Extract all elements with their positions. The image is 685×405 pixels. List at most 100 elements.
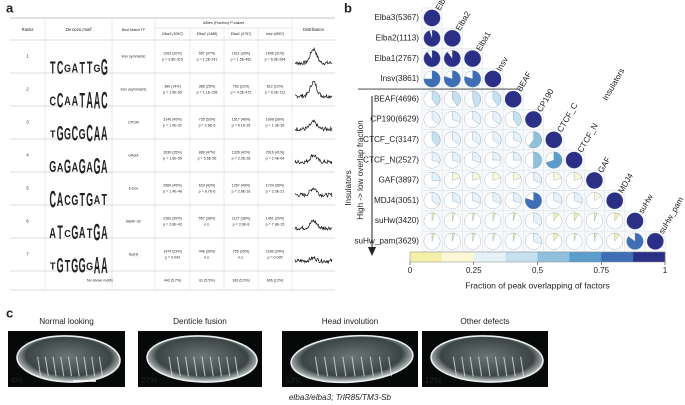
pie-wedge: [492, 111, 502, 125]
motif-letter: A: [64, 96, 71, 108]
site-count: 1698 (36%): [266, 117, 285, 121]
site-count: 1263 (20%): [163, 51, 182, 55]
image-percentage: 27%: [141, 376, 157, 385]
motif-letter: G: [49, 157, 56, 175]
p-value: p = 7.8E-15: [266, 222, 285, 226]
pie-wedge: [492, 151, 502, 161]
motif-letter: G: [93, 63, 100, 75]
panel-label: c: [6, 305, 13, 320]
rank: 6: [26, 219, 29, 224]
colorbar-tick-label: 0.75: [593, 266, 609, 275]
denticle-band: [193, 356, 198, 377]
site-count: 2016 (41%): [266, 150, 285, 154]
rank: 5: [26, 186, 29, 191]
motif-letter: A: [101, 253, 108, 278]
distribution-curve: [294, 255, 333, 265]
denticle-band: [333, 356, 338, 377]
p-value: p = 3.8E-315: [162, 57, 183, 61]
denticle-band: [91, 356, 96, 377]
denticle-band: [452, 356, 457, 377]
pie-wedge: [533, 151, 542, 169]
motif-table: Ranks De novo motif Best Match TF #Sites (F…: [10, 17, 335, 291]
diagonal-label: CTCF_N: [576, 122, 600, 155]
site-count: 386 (25%): [199, 84, 216, 88]
pie-wedge: [472, 90, 481, 108]
motif-letter: G: [93, 218, 100, 246]
denticle-band: [378, 356, 383, 377]
arrow-head: [368, 247, 376, 256]
pie-wedge: [431, 151, 441, 163]
pie-wedge: [452, 131, 461, 145]
diagonal-label: Elba1: [474, 30, 492, 53]
motif-letter: A: [101, 224, 108, 244]
denticle-band: [388, 356, 393, 377]
pie-wedge: [492, 192, 502, 204]
site-count: 446 (30%): [199, 249, 216, 253]
denticle-band: [461, 356, 466, 377]
denticle-band: [520, 356, 525, 377]
denticle-band: [503, 356, 508, 377]
site-count: 557 (37%): [199, 51, 216, 55]
header: De novo motif: [66, 27, 93, 32]
p-value: p = 2.2E-28: [232, 156, 251, 160]
motif-letter: G: [64, 156, 71, 178]
pie-wedge: [533, 172, 542, 184]
denticle-band: [67, 356, 73, 377]
diagonal-label: BEAF: [515, 70, 533, 93]
diagonal-label: GAF: [596, 155, 612, 174]
motif-letter: A: [94, 124, 101, 146]
pie-wedge: [431, 131, 441, 147]
pie-wedge: [492, 90, 502, 107]
motif-letter: G: [64, 124, 71, 143]
site-count: 1267 (40%): [232, 183, 251, 187]
pie-wedge: [505, 91, 522, 108]
rank: 4: [26, 153, 29, 158]
denticle-band: [486, 356, 491, 377]
denticle-band: [511, 356, 516, 377]
diagonal-label: Insv: [495, 55, 511, 73]
pie-wedge: [513, 232, 516, 242]
denticle-band: [168, 356, 173, 377]
p-value: p = 3.9E-8: [233, 222, 250, 226]
row-label: suHw(3420): [375, 216, 419, 225]
site-count: 755 (25%): [233, 249, 250, 253]
motif-letter: A: [86, 87, 93, 113]
motif-letter: A: [101, 123, 108, 145]
p-value: p = 4.2E-472: [231, 90, 252, 94]
denticle-band: [234, 356, 239, 377]
pie-wedge: [594, 192, 602, 201]
motif-letter: G: [101, 54, 108, 80]
denticle-band: [44, 356, 49, 377]
pie-wedge: [594, 232, 598, 242]
header: #Sites (Fraction) P-values: [203, 21, 245, 25]
motif-letter: G: [86, 261, 93, 273]
motif-letter: A: [72, 94, 79, 109]
site-count: 380 (14%): [164, 84, 181, 88]
motif-letter: G: [64, 63, 71, 75]
distribution-curve: [294, 119, 333, 132]
motif-letter: G: [57, 253, 64, 278]
image-percentage: 12%: [425, 376, 441, 385]
header: Distribution: [303, 27, 325, 32]
pie-wedge: [513, 131, 522, 143]
motif-letter: A: [57, 191, 64, 211]
site-count: 1646 (31%): [266, 51, 285, 55]
pie-wedge: [626, 232, 644, 250]
pie-wedge: [472, 212, 476, 222]
pie-wedge: [431, 212, 435, 222]
pie-wedge: [423, 29, 441, 47]
colorbar-bin: [537, 252, 570, 262]
motif-letter: A: [94, 86, 100, 114]
motif-letter: T: [79, 191, 85, 211]
motif-letter: G: [86, 191, 93, 211]
site-count: 1011 (33%): [232, 51, 250, 55]
motif-letter: C: [86, 120, 93, 146]
colorbar-bin: [569, 252, 602, 262]
row-label: GAF(3897): [379, 176, 420, 185]
pie-wedge: [553, 212, 559, 222]
motif-letter: T: [50, 58, 56, 77]
colorbar-tick-label: 0.25: [466, 266, 482, 275]
row-label: suHw_pam(3629): [354, 236, 419, 245]
motif-letter: C: [72, 122, 79, 145]
p-value: p = 1.6E-59: [163, 156, 182, 160]
